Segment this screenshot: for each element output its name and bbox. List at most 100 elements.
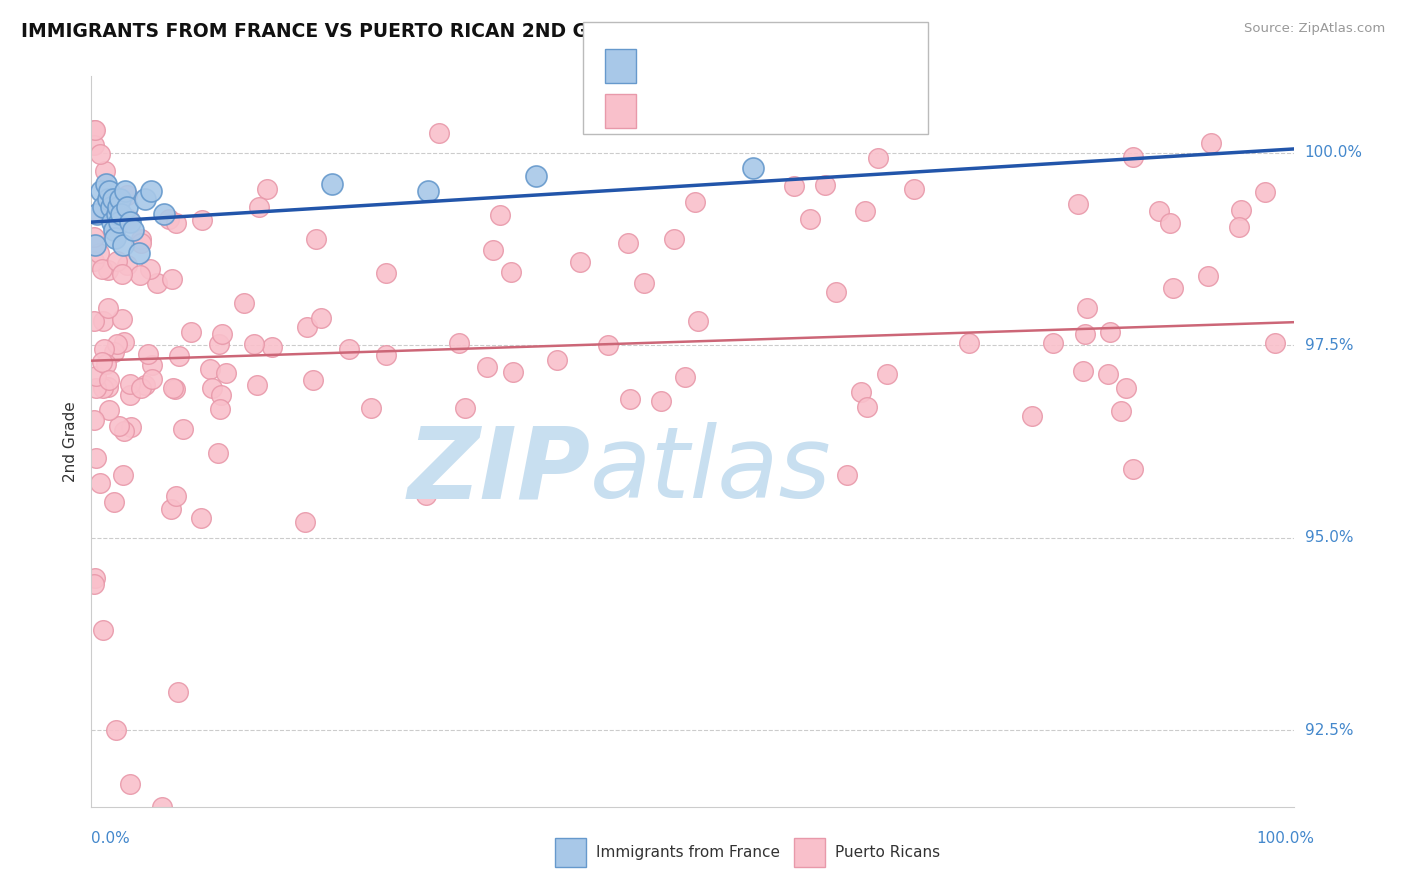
Point	[87, 246, 110, 260]
Point	[115, 258, 138, 272]
Point	[91, 262, 114, 277]
Point	[134, 378, 156, 392]
Point	[89, 205, 111, 219]
Point	[150, 800, 173, 814]
Point	[128, 246, 150, 260]
Point	[98, 373, 121, 387]
Point	[129, 232, 152, 246]
Point	[256, 182, 278, 196]
Point	[97, 301, 120, 316]
Point	[1071, 364, 1094, 378]
Point	[110, 207, 132, 221]
Text: 100.0%: 100.0%	[1305, 145, 1362, 161]
Point	[111, 238, 134, 252]
Point	[673, 369, 696, 384]
Point	[97, 263, 120, 277]
Text: ZIP: ZIP	[408, 422, 591, 519]
Text: Puerto Ricans: Puerto Ricans	[835, 846, 941, 860]
Point	[93, 381, 115, 395]
Point	[103, 495, 125, 509]
Point	[209, 388, 232, 402]
Text: 100.0%: 100.0%	[1257, 831, 1315, 846]
Point	[84, 368, 107, 383]
Point	[83, 138, 105, 153]
Point	[619, 392, 641, 407]
Point	[101, 215, 124, 229]
Point	[91, 623, 114, 637]
Point	[160, 271, 183, 285]
Point	[122, 223, 145, 237]
Point	[97, 192, 120, 206]
Point	[90, 184, 112, 198]
Point	[475, 359, 498, 374]
Point	[853, 203, 876, 218]
Point	[650, 394, 672, 409]
Point	[110, 192, 132, 206]
Text: 0.0%: 0.0%	[91, 831, 131, 846]
Point	[1042, 336, 1064, 351]
Point	[104, 230, 127, 244]
Point	[118, 777, 141, 791]
Point	[876, 367, 898, 381]
Point	[98, 184, 121, 198]
Point	[415, 488, 437, 502]
Point	[375, 348, 398, 362]
Point	[165, 216, 187, 230]
Point	[107, 200, 129, 214]
Point	[1147, 203, 1170, 218]
Point	[416, 184, 439, 198]
Point	[211, 327, 233, 342]
Point	[93, 200, 115, 214]
Point	[141, 358, 163, 372]
Point	[83, 313, 105, 327]
Point	[165, 489, 187, 503]
Point	[94, 164, 117, 178]
Point	[111, 267, 134, 281]
Point	[208, 402, 231, 417]
Point	[129, 268, 152, 282]
Point	[1021, 409, 1043, 424]
Point	[84, 572, 107, 586]
Point	[482, 244, 505, 258]
Point	[159, 502, 181, 516]
Text: 92.5%: 92.5%	[1305, 723, 1353, 738]
Point	[247, 201, 270, 215]
Point	[260, 340, 283, 354]
Y-axis label: 2nd Grade: 2nd Grade	[63, 401, 79, 482]
Point	[112, 424, 135, 438]
Point	[835, 468, 858, 483]
Text: 0.389: 0.389	[689, 56, 748, 75]
Point	[1160, 216, 1182, 230]
Point	[84, 122, 107, 136]
Point	[162, 381, 184, 395]
Point	[191, 212, 214, 227]
Point	[215, 366, 238, 380]
Point	[799, 212, 821, 227]
Point	[91, 355, 114, 369]
Point	[167, 685, 190, 699]
Point	[129, 381, 152, 395]
Point	[198, 362, 221, 376]
Point	[134, 192, 156, 206]
Point	[1074, 326, 1097, 341]
Point	[1097, 367, 1119, 381]
Point	[101, 192, 124, 206]
Text: 147: 147	[793, 102, 832, 120]
Point	[180, 325, 202, 339]
Point	[242, 337, 264, 351]
Point	[84, 451, 107, 466]
Point	[100, 200, 122, 214]
Point	[1254, 185, 1277, 199]
Point	[813, 178, 835, 192]
Text: 30: 30	[793, 56, 820, 75]
Point	[104, 723, 127, 738]
Point	[97, 380, 120, 394]
Point	[524, 169, 547, 183]
Point	[903, 182, 925, 196]
Point	[1229, 219, 1251, 234]
Point	[1229, 202, 1251, 217]
Point	[93, 342, 115, 356]
Point	[662, 232, 685, 246]
Point	[112, 334, 135, 349]
Point	[84, 381, 107, 395]
